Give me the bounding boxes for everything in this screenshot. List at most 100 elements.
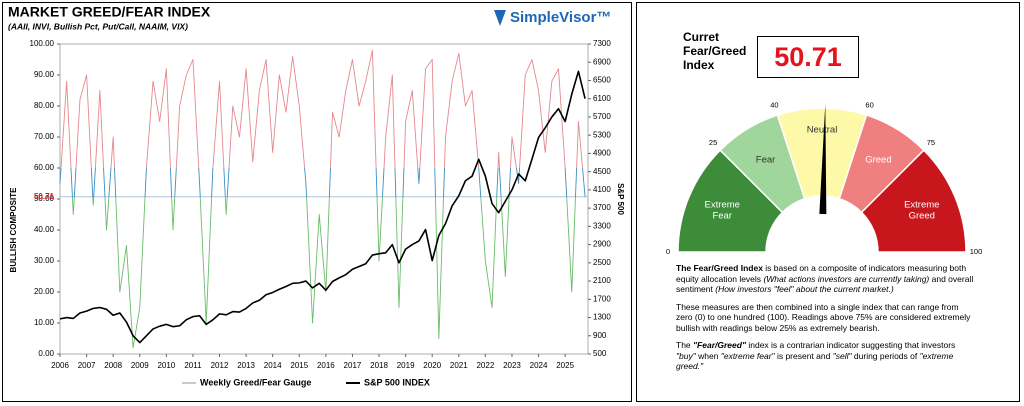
gauge-tick-label: 100 (970, 247, 983, 256)
y2-tick-label: 2500 (593, 258, 611, 267)
text: is present and (776, 350, 831, 361)
x-tick-label: 2022 (476, 361, 494, 370)
y-tick-label: 80.00 (34, 101, 55, 110)
legend-label: S&P 500 INDEX (364, 377, 430, 387)
y-axis-label: BULLISH COMPOSITE (9, 187, 18, 273)
gauge-tick-label: 60 (865, 101, 873, 110)
reference-label: 50.71 (34, 192, 55, 201)
text: (What actions investors are currently ta… (763, 273, 930, 284)
x-tick-label: 2009 (131, 361, 149, 370)
y2-tick-label: 5700 (593, 112, 611, 121)
x-tick-label: 2018 (370, 361, 388, 370)
zone-label: Extreme (705, 200, 740, 211)
brand: SimpleVisor™ (510, 9, 611, 26)
y2-tick-label: 2100 (593, 276, 611, 285)
zone-label: Neutral (807, 125, 838, 136)
text: The Fear/Greed Index (676, 263, 763, 273)
text: "sell" (832, 350, 852, 361)
gauge-zone (860, 149, 967, 253)
y-tick-label: 20.00 (34, 287, 55, 296)
x-tick-label: 2006 (51, 361, 69, 370)
y-tick-label: 50.00 (34, 194, 55, 203)
x-tick-label: 2007 (78, 361, 96, 370)
gauge-tick-label: 75 (927, 138, 935, 147)
y-tick-label: 60.00 (34, 163, 55, 172)
series-line (59, 49, 586, 349)
y-tick-label: 100.00 (30, 39, 55, 48)
paragraph: The "Fear/Greed" index is a contrarian i… (676, 340, 976, 372)
y2-axis-label: S&P 500 (616, 183, 625, 215)
chart-panel (2, 2, 632, 402)
y2-tick-label: 6100 (593, 94, 611, 103)
x-tick-label: 2010 (157, 361, 175, 370)
gauge-value: 50.71 (757, 36, 859, 78)
zone-label: Extreme (904, 200, 939, 211)
brand-icon (494, 10, 506, 26)
text: during periods of (853, 350, 918, 361)
text: (How investors "feel" about the current … (715, 284, 894, 294)
text: is based on a composite of indicators me… (676, 263, 967, 284)
y-tick-label: 10.00 (34, 318, 55, 327)
y-tick-label: 40.00 (34, 225, 55, 234)
x-tick-label: 2021 (450, 361, 468, 370)
series-line (59, 70, 586, 344)
legend-label: Weekly Greed/Fear Gauge (200, 377, 311, 387)
text: and overall sentiment (676, 273, 974, 295)
x-tick-label: 2011 (184, 361, 202, 370)
y2-tick-label: 1300 (593, 313, 611, 322)
chart-title: MARKET GREED/FEAR INDEX (8, 4, 211, 20)
text: "Fear/Greed" (693, 340, 746, 350)
y-tick-label: 70.00 (34, 132, 55, 141)
paragraph: The Fear/Greed Index is based on a compo… (676, 263, 976, 295)
x-tick-label: 2023 (503, 361, 521, 370)
text: These measures are then combined into a … (676, 301, 971, 333)
gauge-tick-label: 0 (666, 247, 670, 256)
x-tick-label: 2020 (423, 361, 441, 370)
x-tick-label: 2015 (290, 361, 308, 370)
paragraph: These measures are then combined into a … (676, 302, 976, 334)
y2-tick-label: 4500 (593, 167, 611, 176)
zone-label: Fear (756, 154, 776, 165)
x-tick-label: 2012 (211, 361, 229, 370)
y2-tick-label: 4900 (593, 149, 611, 158)
y2-tick-label: 2900 (593, 240, 611, 249)
gauge-needle (819, 104, 827, 215)
x-tick-label: 2017 (344, 361, 362, 370)
chart-subtitle: (AAII, INVI, Bullish Pct, Put/Call, NAAI… (8, 21, 188, 31)
x-tick-label: 2024 (530, 361, 548, 370)
zone-label: Greed (865, 154, 891, 165)
text: index is a contrarian indicator suggesti… (748, 340, 956, 350)
text: "buy" (676, 350, 696, 361)
gauge-tick-label: 25 (709, 138, 717, 147)
gauge-tick-label: 40 (770, 101, 778, 110)
y2-tick-label: 1700 (593, 294, 611, 303)
description: The Fear/Greed Index is based on a compo… (676, 263, 976, 379)
y2-tick-label: 500 (593, 349, 607, 358)
zone-label: Fear (712, 211, 732, 222)
x-tick-label: 2016 (317, 361, 335, 370)
y2-tick-label: 7300 (593, 39, 611, 48)
y2-tick-label: 3300 (593, 221, 611, 230)
y2-tick-label: 3700 (593, 203, 611, 212)
text: The (676, 340, 691, 350)
y-tick-label: 0.00 (38, 349, 54, 358)
text: "extreme fear" (720, 350, 775, 361)
y-tick-label: 90.00 (34, 70, 55, 79)
y2-tick-label: 4100 (593, 185, 611, 194)
y2-tick-label: 900 (593, 331, 607, 340)
x-tick-label: 2019 (397, 361, 415, 370)
x-tick-label: 2025 (556, 361, 574, 370)
gauge-label: Curret Fear/Greed Index (683, 30, 747, 72)
x-tick-label: 2013 (237, 361, 255, 370)
y-tick-label: 30.00 (34, 256, 55, 265)
zone-label: Greed (909, 211, 935, 222)
x-tick-label: 2014 (264, 361, 282, 370)
x-tick-label: 2008 (104, 361, 122, 370)
text: "extreme greed." (676, 350, 954, 372)
gauge-panel (636, 2, 1020, 402)
text: when (698, 350, 719, 361)
y2-tick-label: 6900 (593, 57, 611, 66)
y2-tick-label: 5300 (593, 130, 611, 139)
